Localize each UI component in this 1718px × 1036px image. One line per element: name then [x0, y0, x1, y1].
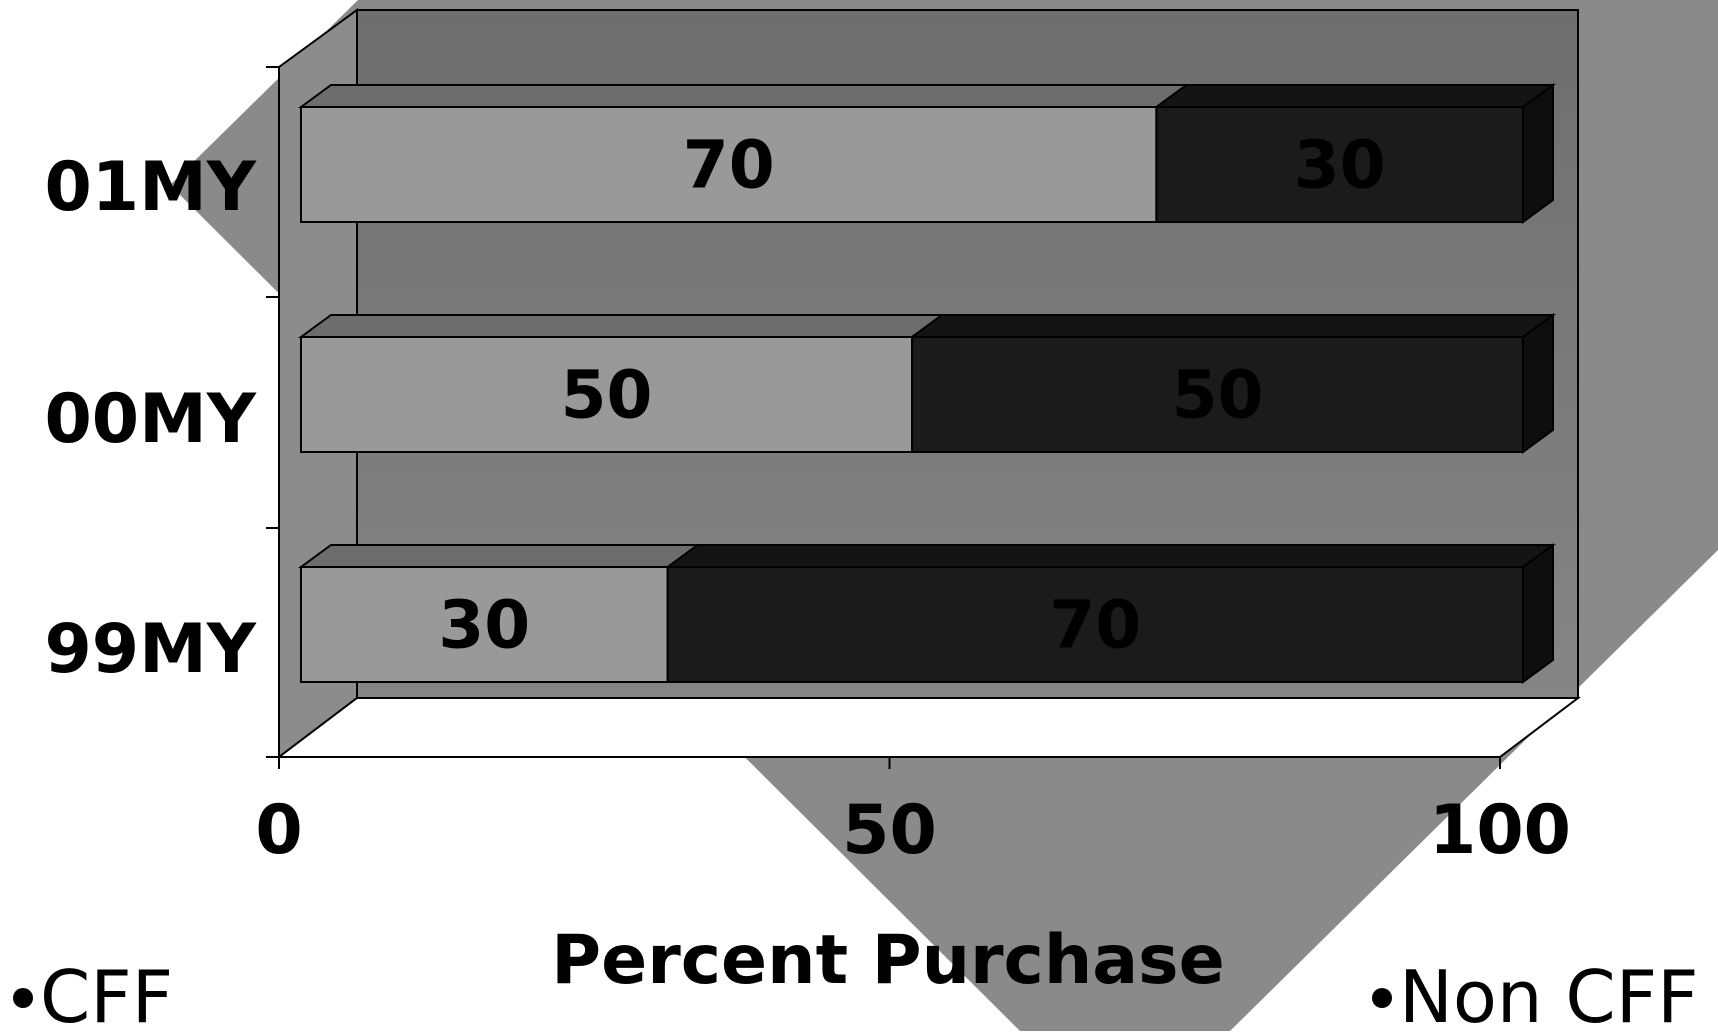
data-label-cff-01MY: 70	[683, 127, 775, 204]
legend-label-cff: CFF	[40, 955, 173, 1031]
bar-top-non-cff-01MY	[1153, 84, 1557, 108]
x-tick-label-0: 0	[255, 791, 302, 870]
bar-top-cff-99MY	[297, 544, 701, 568]
data-label-cff-00MY: 50	[561, 357, 653, 434]
bar-side-01MY	[1522, 83, 1554, 224]
x-axis-title: Percent Purchase	[551, 921, 1225, 1000]
bar-top-cff-00MY	[297, 314, 946, 338]
legend-bullet-cff	[13, 988, 33, 1008]
chart-floor	[276, 697, 1581, 758]
bar-side-00MY	[1522, 313, 1554, 454]
bar-top-non-cff-99MY	[664, 544, 1557, 568]
category-label-01MY: 01MY	[44, 148, 256, 227]
category-label-99MY: 99MY	[44, 610, 256, 689]
data-label-cff-99MY: 30	[438, 587, 530, 664]
legend: CFF Non CFF	[13, 955, 1699, 1036]
data-label-non-cff-00MY: 50	[1172, 357, 1264, 434]
bars-group: 70 30 50 50 30 70	[297, 83, 1557, 684]
data-label-non-cff-99MY: 70	[1049, 587, 1141, 664]
x-axis-ticks: 0 50 100	[255, 757, 1571, 870]
bar-top-non-cff-00MY	[908, 314, 1557, 338]
legend-label-non-cff: Non CFF	[1399, 955, 1699, 1031]
category-label-00MY: 00MY	[44, 380, 256, 459]
legend-bullet-non-cff	[1372, 988, 1392, 1008]
x-tick-label-100: 100	[1429, 791, 1571, 870]
bar-side-99MY	[1522, 543, 1554, 684]
bar-top-cff-01MY	[297, 84, 1190, 108]
x-tick-label-50: 50	[842, 791, 937, 870]
data-label-non-cff-01MY: 30	[1294, 127, 1386, 204]
